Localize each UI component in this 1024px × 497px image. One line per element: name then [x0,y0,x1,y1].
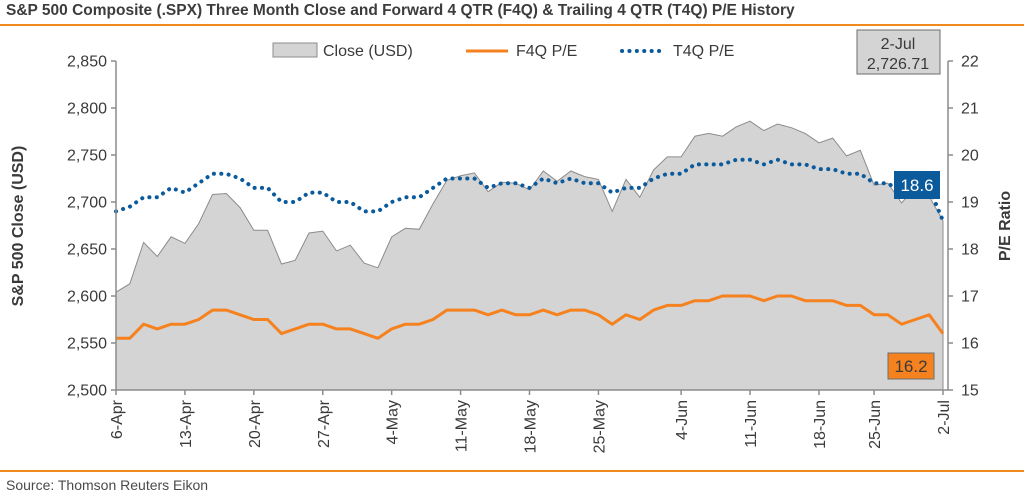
f4q-callout: 16.2 [887,352,935,380]
x-tick-label: 25-May [591,400,608,453]
t4q-callout-value: 18.6 [900,176,933,195]
footer-divider [0,470,1024,472]
left-tick-label: 2,650 [67,242,107,259]
close-area [115,120,944,391]
left-tick-label: 2,800 [67,101,107,118]
close-callout-value: 2,726.71 [867,56,929,73]
close-callout: 2-Jul 2,726.71 [856,29,941,75]
t4q-callout: 18.6 [894,171,940,199]
title-divider [0,24,1024,26]
legend-f4q-label: F4Q P/E [516,43,577,60]
close-callout-box [856,29,941,75]
x-tick-label: 18-May [523,400,540,453]
close-area-layer [115,120,944,391]
x-tick-label: 4-Jun [674,400,691,440]
legend-t4q-label: T4Q P/E [673,43,734,60]
right-axis-ticks: 15 16 17 18 19 20 21 22 [948,54,979,400]
left-axis-ticks: 2,500 2,550 2,600 2,650 2,700 2,750 2,800 2,850 [67,54,116,400]
left-tick-label: 2,500 [67,383,107,400]
right-tick-label: 17 [961,289,979,306]
x-axis-ticks: 6-Apr 13-Apr 20-Apr 27-Apr 4-May 11-May 18-May… [109,390,953,453]
t4q-line-layer [114,157,945,223]
right-tick-label: 15 [961,383,979,400]
f4q-callout-box [887,352,935,380]
left-tick-label: 2,550 [67,336,107,353]
right-tick-label: 22 [961,54,979,71]
chart-title: S&P 500 Composite (.SPX) Three Month Clo… [6,2,795,19]
x-tick-label: 2-Jul [936,400,953,435]
x-tick-label: 27-Apr [316,399,333,448]
left-tick-label: 2,700 [67,195,107,212]
right-axis-title: P/E Ratio [997,191,1014,261]
t4q-callout-box [894,171,940,199]
x-tick-label: 6-Apr [109,399,126,439]
x-tick-label: 18-Jun [812,400,829,449]
t4q-line [114,157,945,223]
right-tick-label: 20 [961,148,979,165]
f4q-callout-value: 16.2 [894,357,927,376]
left-axis-title: S&P 500 Close (USD) [10,146,27,307]
right-tick-label: 21 [961,101,979,118]
legend-close-label: Close (USD) [323,43,413,60]
close-callout-date: 2-Jul [881,36,916,53]
source-note: Source: Thomson Reuters Eikon [6,477,209,493]
left-tick-label: 2,600 [67,289,107,306]
right-tick-label: 16 [961,336,979,353]
left-tick-label: 2,850 [67,54,107,71]
x-tick-label: 11-May [454,400,471,452]
x-tick-label: 20-Apr [247,399,264,448]
right-tick-label: 18 [961,242,979,259]
f4q-line-layer [116,294,945,340]
legend-close-swatch [272,42,318,58]
x-tick-label: 4-May [385,400,402,444]
left-tick-label: 2,750 [67,148,107,165]
legend: Close (USD) F4Q P/E T4Q P/E [272,42,734,60]
x-tick-label: 11-Jun [743,400,760,448]
x-tick-label: 13-Apr [178,399,195,448]
right-tick-label: 19 [961,195,979,212]
x-tick-label: 25-Jun [867,400,884,449]
f4q-line [116,294,945,340]
